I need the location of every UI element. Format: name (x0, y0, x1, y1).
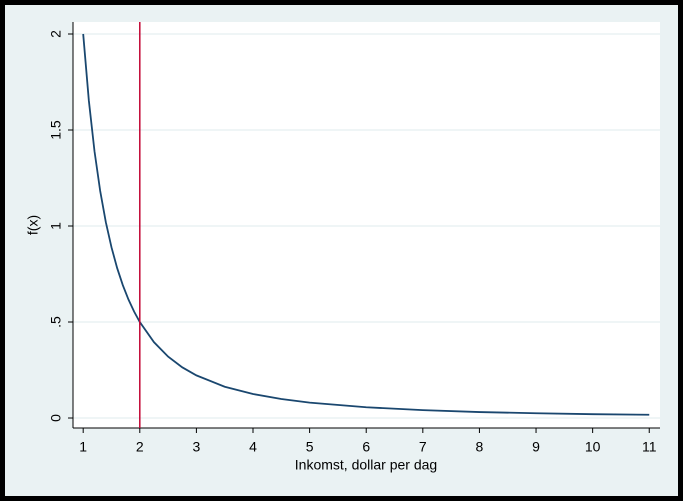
y-axis-label: f(x) (25, 215, 41, 235)
y-tick-label: .5 (48, 316, 64, 328)
x-tick-label: 10 (585, 439, 601, 455)
x-tick-label: 7 (419, 439, 427, 455)
x-tick-label: 3 (193, 439, 201, 455)
x-tick-label: 2 (136, 439, 144, 455)
x-tick-label: 6 (362, 439, 370, 455)
y-tick-label: 1 (48, 222, 64, 230)
x-tick-label: 1 (79, 439, 87, 455)
line (82, 33, 650, 416)
y-tick-label: 1.5 (48, 120, 64, 140)
x-tick-label: 9 (532, 439, 540, 455)
y-tick-label: 2 (48, 30, 64, 38)
plot-area (73, 22, 660, 428)
x-tick-label: 8 (476, 439, 484, 455)
x-tick-label: 11 (642, 439, 657, 455)
x-tick-label: 4 (249, 439, 257, 455)
x-axis-label: Inkomst, dollar per dag (295, 457, 437, 473)
y-tick-label: 0 (48, 414, 64, 422)
x-tick-label: 5 (306, 439, 314, 455)
